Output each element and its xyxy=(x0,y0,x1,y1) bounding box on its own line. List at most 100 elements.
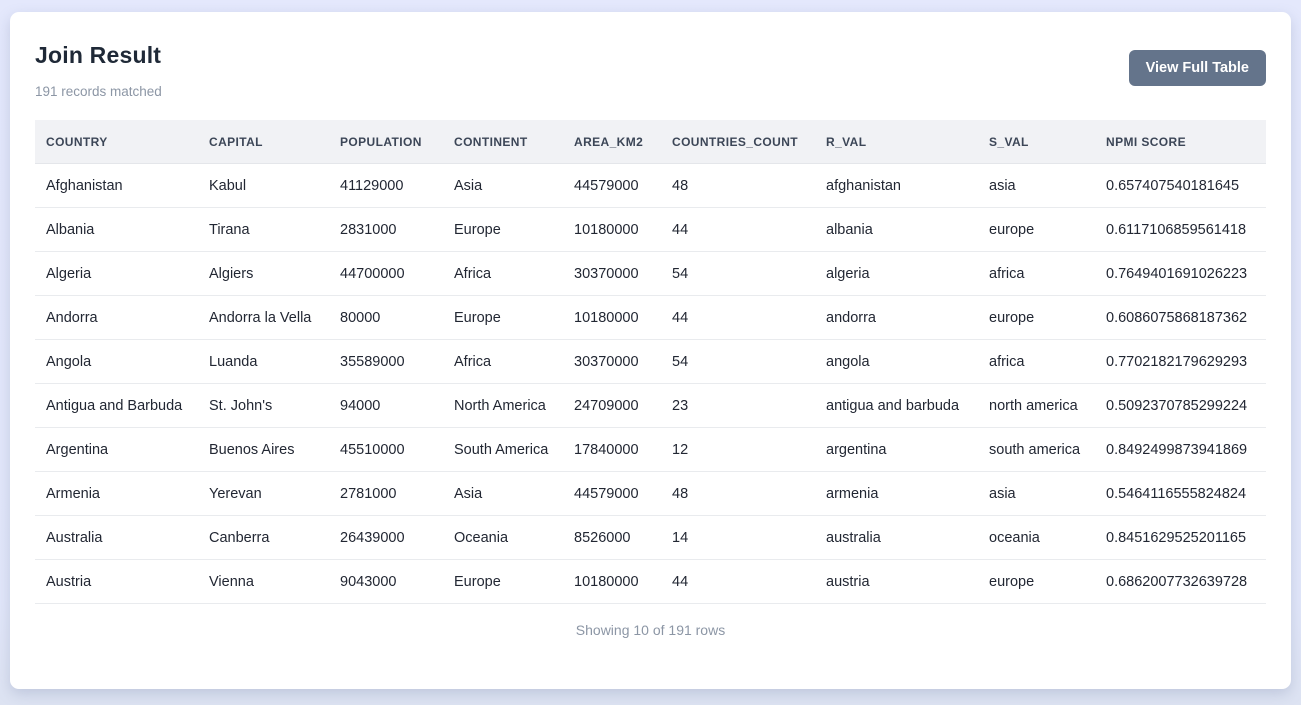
column-header: COUNTRY xyxy=(35,120,198,164)
table-cell: Afghanistan xyxy=(35,163,198,208)
column-header: AREA_KM2 xyxy=(563,120,661,164)
table-cell: asia xyxy=(978,471,1095,516)
table-cell: 10180000 xyxy=(563,559,661,604)
table-row: Argentina Buenos Aires 45510000 South Ameri… xyxy=(35,427,1266,472)
table-cell: Algiers xyxy=(198,251,329,296)
table-cell: Tirana xyxy=(198,207,329,252)
table-cell: 8526000 xyxy=(563,515,661,560)
table-cell: 0.5464116555824824 xyxy=(1095,471,1266,516)
column-header: R_VAL xyxy=(815,120,978,164)
table-cell: 10180000 xyxy=(563,295,661,340)
table-cell: europe xyxy=(978,207,1095,252)
table-cell: 44579000 xyxy=(563,163,661,208)
table-cell: 0.657407540181645 xyxy=(1095,163,1266,208)
table-cell: 48 xyxy=(661,471,815,516)
table-cell: asia xyxy=(978,163,1095,208)
table-cell: oceania xyxy=(978,515,1095,560)
column-header: COUNTRIES_COUNT xyxy=(661,120,815,164)
table-cell: Europe xyxy=(443,207,563,252)
table-cell: Asia xyxy=(443,471,563,516)
table-header: COUNTRY CAPITAL POPULATION CONTINENT AREA_KM… xyxy=(35,120,1266,164)
table-cell: south america xyxy=(978,427,1095,472)
row-count-status: Showing 10 of 191 rows xyxy=(575,622,726,638)
table-cell: Canberra xyxy=(198,515,329,560)
view-full-table-button[interactable]: View Full Table xyxy=(1128,50,1266,86)
table-cell: 0.5092370785299224 xyxy=(1095,383,1266,428)
table-cell: Europe xyxy=(443,295,563,340)
table-cell: Europe xyxy=(443,559,563,604)
table-cell: 41129000 xyxy=(329,163,443,208)
table-cell: Africa xyxy=(443,339,563,384)
table-cell: 0.8451629525201165 xyxy=(1095,515,1266,560)
table-cell: 44 xyxy=(661,559,815,604)
table-cell: Luanda xyxy=(198,339,329,384)
table-cell: 17840000 xyxy=(563,427,661,472)
card-header: Join Result 191 records matched View Ful… xyxy=(10,12,1291,99)
column-header: POPULATION xyxy=(329,120,443,164)
table-cell: Andorra xyxy=(35,295,198,340)
table-cell: austria xyxy=(815,559,978,604)
table-cell: 54 xyxy=(661,339,815,384)
table-cell: 35589000 xyxy=(329,339,443,384)
join-result-card: Join Result 191 records matched View Ful… xyxy=(10,12,1291,689)
table-cell: australia xyxy=(815,515,978,560)
table-cell: 45510000 xyxy=(329,427,443,472)
table-cell: Andorra la Vella xyxy=(198,295,329,340)
table-cell: Oceania xyxy=(443,515,563,560)
table-cell: 44 xyxy=(661,207,815,252)
table-cell: Albania xyxy=(35,207,198,252)
table-row: Austria Vienna 9043000 Europe 10180000 44 aust… xyxy=(35,559,1266,604)
table-cell: 2831000 xyxy=(329,207,443,252)
page-title: Join Result xyxy=(35,42,162,68)
table-cell: europe xyxy=(978,559,1095,604)
table-cell: Buenos Aires xyxy=(198,427,329,472)
card-header-text: Join Result 191 records matched xyxy=(35,42,162,99)
table-cell: 30370000 xyxy=(563,251,661,296)
table-cell: Africa xyxy=(443,251,563,296)
table-row: Andorra Andorra la Vella 80000 Europe 101800… xyxy=(35,295,1266,340)
table-cell: 0.7702182179629293 xyxy=(1095,339,1266,384)
table-cell: 44700000 xyxy=(329,251,443,296)
table-row: Afghanistan Kabul 41129000 Asia 44579000 48 af… xyxy=(35,163,1266,208)
table-cell: St. John's xyxy=(198,383,329,428)
table-cell: Kabul xyxy=(198,163,329,208)
table-cell: 14 xyxy=(661,515,815,560)
table-cell: 26439000 xyxy=(329,515,443,560)
table-cell: 80000 xyxy=(329,295,443,340)
table-cell: Austria xyxy=(35,559,198,604)
table-cell: Algeria xyxy=(35,251,198,296)
table-cell: 0.8492499873941869 xyxy=(1095,427,1266,472)
table-cell: albania xyxy=(815,207,978,252)
column-header: CONTINENT xyxy=(443,120,563,164)
table-row: Albania Tirana 2831000 Europe 10180000 44 alba… xyxy=(35,207,1266,252)
table-row: Armenia Yerevan 2781000 Asia 44579000 48 armen… xyxy=(35,471,1266,516)
table-cell: 9043000 xyxy=(329,559,443,604)
join-result-table: COUNTRY CAPITAL POPULATION CONTINENT AREA_KM… xyxy=(35,120,1266,604)
table-row: Antigua and Barbuda St. John's 94000 North … xyxy=(35,383,1266,428)
table-cell: 23 xyxy=(661,383,815,428)
table-cell: andorra xyxy=(815,295,978,340)
table-cell: europe xyxy=(978,295,1095,340)
column-header: NPMI SCORE xyxy=(1095,120,1266,164)
table-cell: afghanistan xyxy=(815,163,978,208)
table-cell: africa xyxy=(978,339,1095,384)
table-cell: Australia xyxy=(35,515,198,560)
table-cell: Angola xyxy=(35,339,198,384)
table-cell: algeria xyxy=(815,251,978,296)
join-result-table-wrap: COUNTRY CAPITAL POPULATION CONTINENT AREA_KM… xyxy=(35,120,1266,648)
table-row: Angola Luanda 35589000 Africa 30370000 54 ango… xyxy=(35,339,1266,384)
table-cell: 2781000 xyxy=(329,471,443,516)
table-cell: Vienna xyxy=(198,559,329,604)
table-cell: Yerevan xyxy=(198,471,329,516)
table-cell: antigua and barbuda xyxy=(815,383,978,428)
table-body: Afghanistan Kabul 41129000 Asia 44579000 48 af… xyxy=(35,163,1266,604)
table-cell: argentina xyxy=(815,427,978,472)
table-cell: South America xyxy=(443,427,563,472)
table-row: Algeria Algiers 44700000 Africa 30370000 54 al… xyxy=(35,251,1266,296)
table-cell: 94000 xyxy=(329,383,443,428)
records-matched-label: 191 records matched xyxy=(35,84,162,99)
table-cell: 48 xyxy=(661,163,815,208)
column-header: S_VAL xyxy=(978,120,1095,164)
table-cell: 0.6086075868187362 xyxy=(1095,295,1266,340)
table-cell: north america xyxy=(978,383,1095,428)
